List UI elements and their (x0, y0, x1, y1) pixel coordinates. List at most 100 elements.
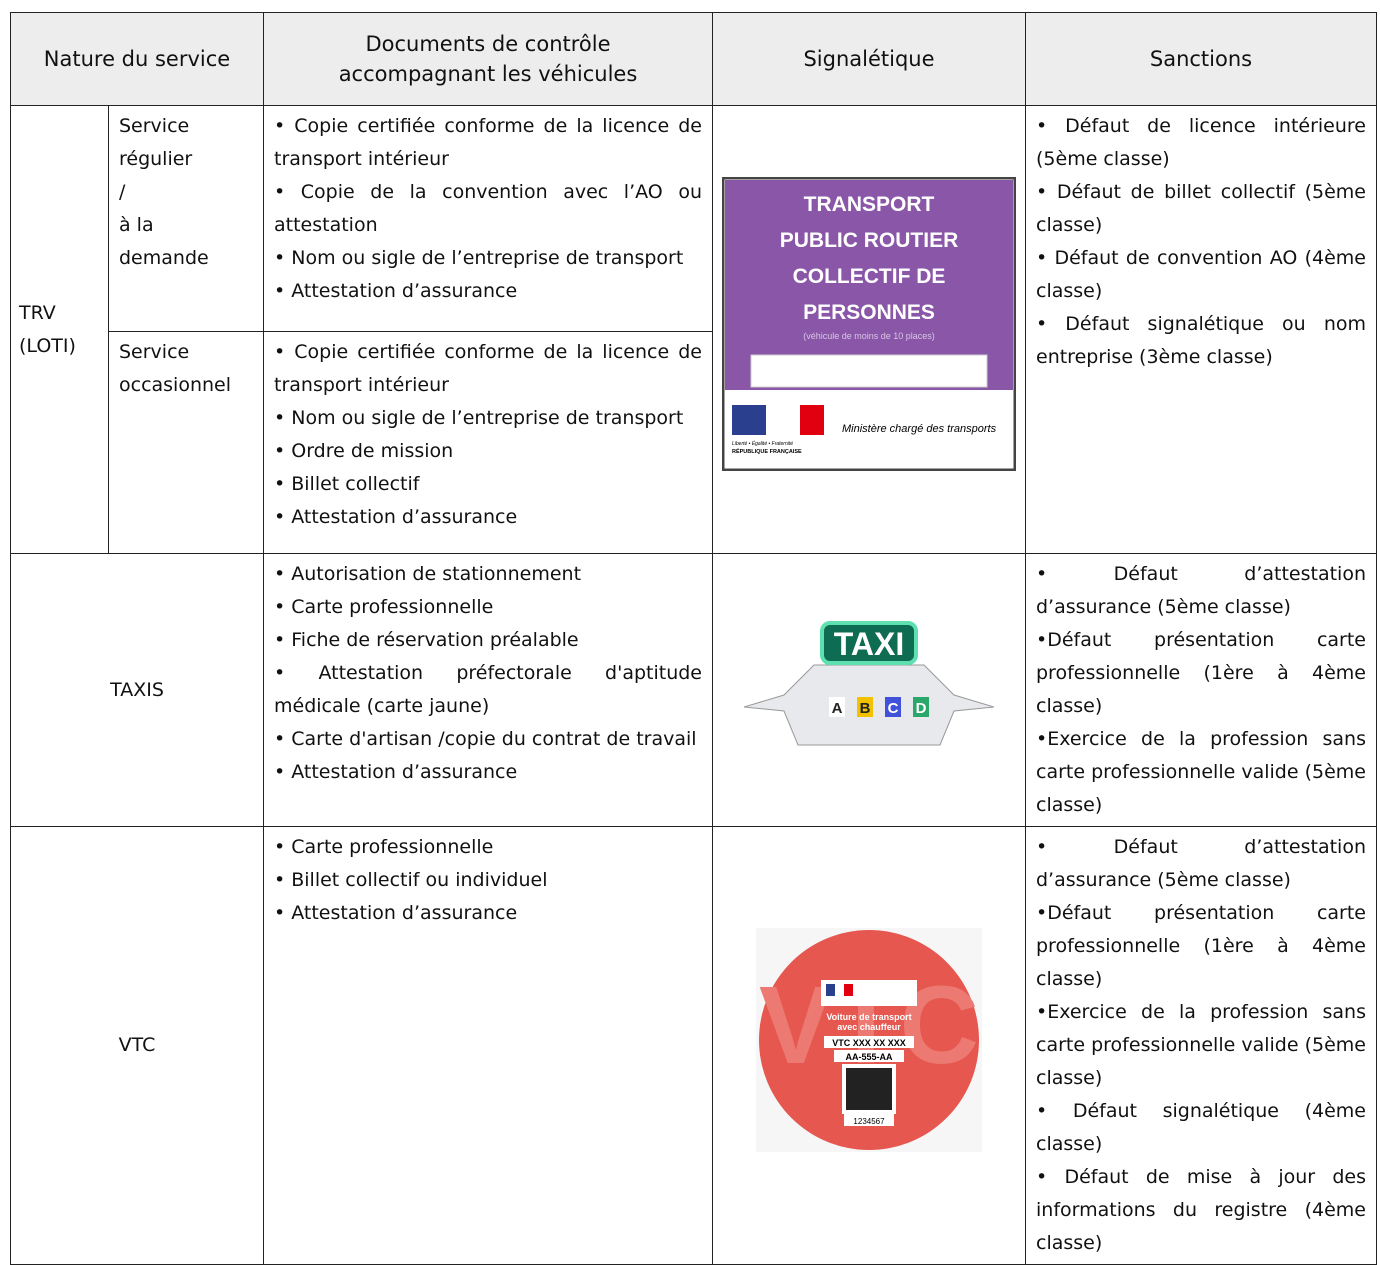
sticker-title: avec chauffeur (837, 1022, 901, 1032)
list-item: • Défaut de convention AO (4ème classe) (1036, 247, 1366, 302)
motto: Liberté • Égalité • Fraternité (732, 440, 793, 447)
list-item: • Carte professionnelle (274, 836, 494, 858)
list-item: • Attestation d’assurance (274, 902, 518, 924)
list-item: • Attestation d’assurance (274, 506, 518, 528)
sticker-code: 1234567 (853, 1117, 885, 1126)
text-line: Service (119, 341, 190, 363)
page: Nature du service Documents de contrôle a… (10, 12, 1377, 1265)
flag-blue (826, 984, 835, 996)
documents-cell: • Copie certifiée conforme de la licence… (263, 331, 713, 554)
sticker-title: Voiture de transport (826, 1012, 911, 1022)
list-item: •Exercice de la profession sans carte pr… (1036, 1001, 1366, 1089)
list-item: • Fiche de réservation préalable (274, 629, 579, 651)
table-row: TAXIS • Autorisation de stationnement • C… (10, 553, 1377, 827)
text-line: TRV (19, 301, 56, 324)
taxi-light (820, 620, 918, 665)
service-cell: VTC (10, 826, 264, 1265)
table-row: Service occasionnel • Copie certifiée con… (11, 331, 1377, 554)
header-cell: Documents de contrôle accompagnant les vé… (263, 12, 713, 106)
list-item: • Attestation d’assurance (274, 761, 518, 783)
documents-cell: • Copie certifiée conforme de la licence… (263, 105, 713, 332)
text-line: Service (119, 115, 190, 137)
code-box (844, 1114, 894, 1126)
vtc-sign: VTC Voiture de transport avec chauffeur … (756, 928, 982, 1152)
signage-cell: VTC Voiture de transport avec chauffeur … (712, 826, 1026, 1265)
list-item: • Défaut signalétique ou nom entreprise … (1036, 313, 1366, 368)
list-item: •Exercice de la profession sans carte pr… (1036, 728, 1366, 816)
subservice-cell: Service régulier / à la demande (108, 105, 264, 332)
text-line: / (119, 181, 126, 203)
lamp (885, 696, 901, 717)
sanctions-cell: • Défaut de licence intérieure (5ème cla… (1025, 105, 1377, 554)
list-item: • Défaut d’attestation d’assurance (5ème… (1036, 836, 1366, 891)
list-item: • Billet collectif ou individuel (274, 869, 548, 891)
list-item: • Copie certifiée conforme de la licence… (274, 341, 702, 396)
sanctions-cell: • Défaut d’attestation d’assurance (5ème… (1025, 553, 1377, 827)
taxi-sign: TAXI A B C D (743, 620, 995, 745)
trv-sign: TRANSPORT PUBLIC ROUTIER COLLECTIF DE PE… (721, 176, 1017, 472)
list-item: • Copie certifiée conforme de la licence… (274, 115, 702, 170)
text-line: Documents de contrôle (365, 32, 611, 56)
table-row: TRV (LOTI) Service régulier / à la demande • … (10, 105, 1377, 554)
text-line: accompagnant les véhicules (338, 62, 638, 86)
republic: RÉPUBLIQUE FRANÇAISE (732, 447, 802, 455)
lamp-label: A (832, 700, 843, 717)
list-item: •Défaut présentation carte professionnel… (1036, 629, 1366, 717)
qr-code (842, 1064, 896, 1114)
flag-blue (732, 405, 766, 435)
table-row: VTC • Carte professionnelle • Billet coll… (10, 826, 1377, 1265)
ministry: Ministère chargé des transports (842, 423, 997, 435)
text-line: à la (119, 214, 154, 236)
number-box (824, 1036, 914, 1048)
signage-cell: TAXI A B C D (712, 553, 1026, 827)
logo-box (821, 980, 917, 1006)
sticker-plate: AA-555-AA (845, 1052, 893, 1062)
sign-title: PERSONNES (803, 301, 935, 324)
list-item: • Carte d'artisan /copie du contrat de t… (274, 728, 697, 750)
header-cell: Nature du service (10, 12, 264, 106)
taxi-text: TAXI (834, 626, 905, 662)
sign-title: COLLECTIF DE (793, 265, 946, 288)
lamp (857, 696, 873, 717)
sticker-number: VTC XXX XX XXX (832, 1038, 906, 1048)
list-item: • Ordre de mission (274, 440, 454, 462)
text-line: (LOTI) (19, 334, 76, 357)
lamp-label: C (888, 700, 899, 717)
header-row: Nature du service Documents de contrôle a… (10, 12, 1377, 106)
control-table: Nature du service Documents de contrôle a… (10, 12, 1377, 1265)
list-item: • Attestation préfectorale d'aptitude mé… (274, 662, 702, 717)
header-cell: Signalétique (712, 12, 1026, 106)
lamp-label: B (860, 700, 871, 717)
list-item: • Attestation d’assurance (274, 280, 518, 302)
list-item: • Défaut de licence intérieure (5ème cla… (1036, 115, 1366, 170)
sign-subtitle: (véhicule de moins de 10 places) (803, 331, 935, 341)
documents-cell: • Autorisation de stationnement • Carte p… (263, 553, 713, 827)
text-line: demande (119, 247, 209, 269)
documents-cell: • Carte professionnelle • Billet collecti… (263, 826, 713, 1265)
list-item: • Carte professionnelle (274, 596, 494, 618)
list-item: • Défaut de mise à jour des informations… (1036, 1166, 1366, 1254)
plate-box (834, 1050, 904, 1062)
text-line: occasionnel (119, 374, 232, 396)
sign-title: TRANSPORT (804, 193, 935, 216)
lamp (913, 696, 929, 717)
list-item: • Copie de la convention avec l’AO ou at… (274, 181, 702, 236)
lamp (829, 696, 845, 717)
list-item: • Nom ou sigle de l’entreprise de transp… (274, 247, 684, 269)
header-cell: Sanctions (1025, 12, 1377, 106)
list-item: • Billet collectif (274, 473, 420, 495)
subservice-cell: Service occasionnel (108, 331, 264, 554)
list-item: • Défaut de billet collectif (5ème class… (1036, 181, 1366, 236)
flag-red (800, 405, 824, 435)
flag-white (766, 405, 800, 435)
flag-red (844, 984, 853, 996)
sign-title: PUBLIC ROUTIER (780, 229, 959, 252)
name-box (750, 354, 988, 388)
list-item: • Défaut signalétique (4ème classe) (1036, 1100, 1366, 1155)
lamp-label: D (916, 700, 927, 717)
list-item: • Autorisation de stationnement (274, 563, 582, 585)
service-cell: TAXIS (10, 553, 264, 827)
list-item: • Nom ou sigle de l’entreprise de transp… (274, 407, 684, 429)
list-item: •Défaut présentation carte professionnel… (1036, 902, 1366, 990)
sanctions-cell: • Défaut d’attestation d’assurance (5ème… (1025, 826, 1377, 1265)
